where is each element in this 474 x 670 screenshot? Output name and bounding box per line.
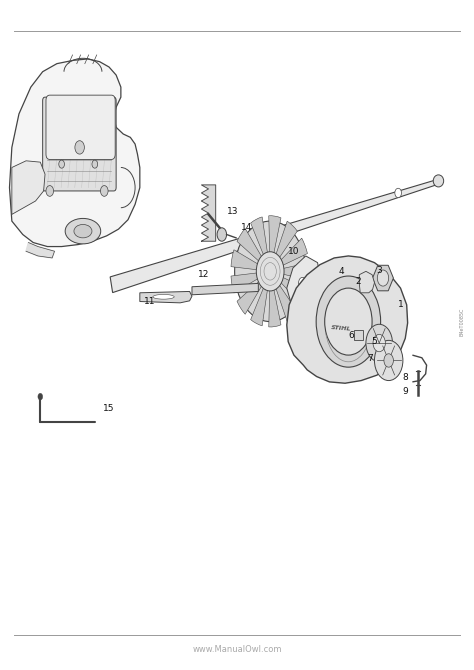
Wedge shape xyxy=(270,271,297,322)
Polygon shape xyxy=(373,265,393,291)
Polygon shape xyxy=(201,185,216,241)
Wedge shape xyxy=(237,271,270,314)
Bar xyxy=(354,330,363,340)
Circle shape xyxy=(75,141,84,154)
Ellipse shape xyxy=(433,175,444,187)
Text: 2: 2 xyxy=(355,277,361,286)
Circle shape xyxy=(373,334,385,352)
Text: 12: 12 xyxy=(198,270,210,279)
Circle shape xyxy=(299,277,306,288)
Wedge shape xyxy=(231,271,270,293)
Text: 7: 7 xyxy=(367,354,373,363)
Circle shape xyxy=(92,160,98,168)
Circle shape xyxy=(377,270,389,286)
Text: 14: 14 xyxy=(241,223,252,232)
Polygon shape xyxy=(9,59,140,247)
Text: 6: 6 xyxy=(348,330,354,340)
Ellipse shape xyxy=(65,218,100,244)
Text: B4eT0085C: B4eT0085C xyxy=(460,308,465,336)
Text: 9: 9 xyxy=(402,387,408,397)
Circle shape xyxy=(374,340,403,381)
FancyBboxPatch shape xyxy=(43,97,116,191)
Text: www.ManualOwl.com: www.ManualOwl.com xyxy=(192,645,282,655)
Polygon shape xyxy=(192,283,258,295)
Polygon shape xyxy=(110,178,441,293)
Wedge shape xyxy=(251,271,270,326)
Polygon shape xyxy=(287,256,408,383)
Wedge shape xyxy=(231,250,270,271)
FancyBboxPatch shape xyxy=(46,95,115,159)
Circle shape xyxy=(217,228,227,241)
Circle shape xyxy=(46,186,54,196)
Polygon shape xyxy=(359,271,374,293)
Text: 11: 11 xyxy=(144,297,155,306)
Circle shape xyxy=(100,186,108,196)
Circle shape xyxy=(384,354,393,367)
Circle shape xyxy=(395,188,401,198)
Text: 8: 8 xyxy=(402,373,408,382)
Polygon shape xyxy=(140,291,192,303)
Circle shape xyxy=(366,324,392,362)
Text: 3: 3 xyxy=(376,265,382,275)
Wedge shape xyxy=(237,228,270,271)
Wedge shape xyxy=(251,217,270,271)
Text: 10: 10 xyxy=(288,247,300,256)
Text: 15: 15 xyxy=(103,404,115,413)
Wedge shape xyxy=(270,221,297,271)
Text: 5: 5 xyxy=(372,337,377,346)
Wedge shape xyxy=(270,238,308,271)
Circle shape xyxy=(38,393,43,400)
Wedge shape xyxy=(269,271,281,327)
Wedge shape xyxy=(270,271,308,305)
Polygon shape xyxy=(12,161,45,214)
Polygon shape xyxy=(26,243,55,258)
Text: 13: 13 xyxy=(227,206,238,216)
Circle shape xyxy=(256,252,284,291)
Polygon shape xyxy=(287,256,321,305)
Wedge shape xyxy=(270,263,310,280)
Circle shape xyxy=(235,221,306,322)
Text: 1: 1 xyxy=(398,300,403,310)
Ellipse shape xyxy=(153,294,174,299)
Text: 4: 4 xyxy=(338,267,344,276)
Text: STIHL: STIHL xyxy=(331,325,352,332)
Circle shape xyxy=(59,160,64,168)
Wedge shape xyxy=(269,216,281,271)
Ellipse shape xyxy=(74,224,92,238)
